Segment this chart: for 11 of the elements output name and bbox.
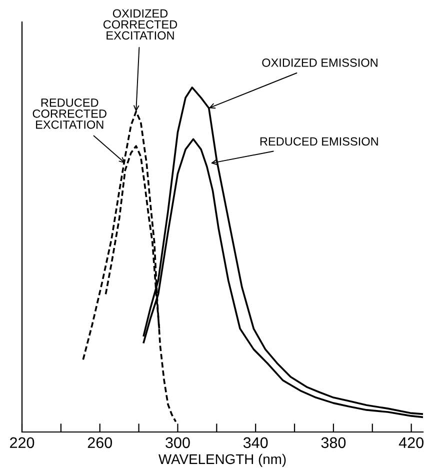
x-tick-label: 340 bbox=[243, 437, 268, 448]
annotation: OXIDIZED CORRECTED EXCITATION bbox=[103, 9, 178, 40]
annotation: OXIDIZED EMISSION bbox=[262, 58, 378, 67]
annotation: REDUCED EMISSION bbox=[260, 137, 378, 146]
x-tick-label: 260 bbox=[88, 437, 112, 448]
x-tick-label: 220 bbox=[10, 437, 34, 448]
x-tick-label: 300 bbox=[166, 437, 190, 448]
annotation: REDUCED CORRECTED EXCITATION bbox=[32, 98, 106, 129]
x-tick-label: 380 bbox=[321, 437, 346, 448]
x-axis-title: WAVELENGTH (nm) bbox=[158, 454, 286, 467]
x-tick-label: 420 bbox=[398, 437, 424, 448]
